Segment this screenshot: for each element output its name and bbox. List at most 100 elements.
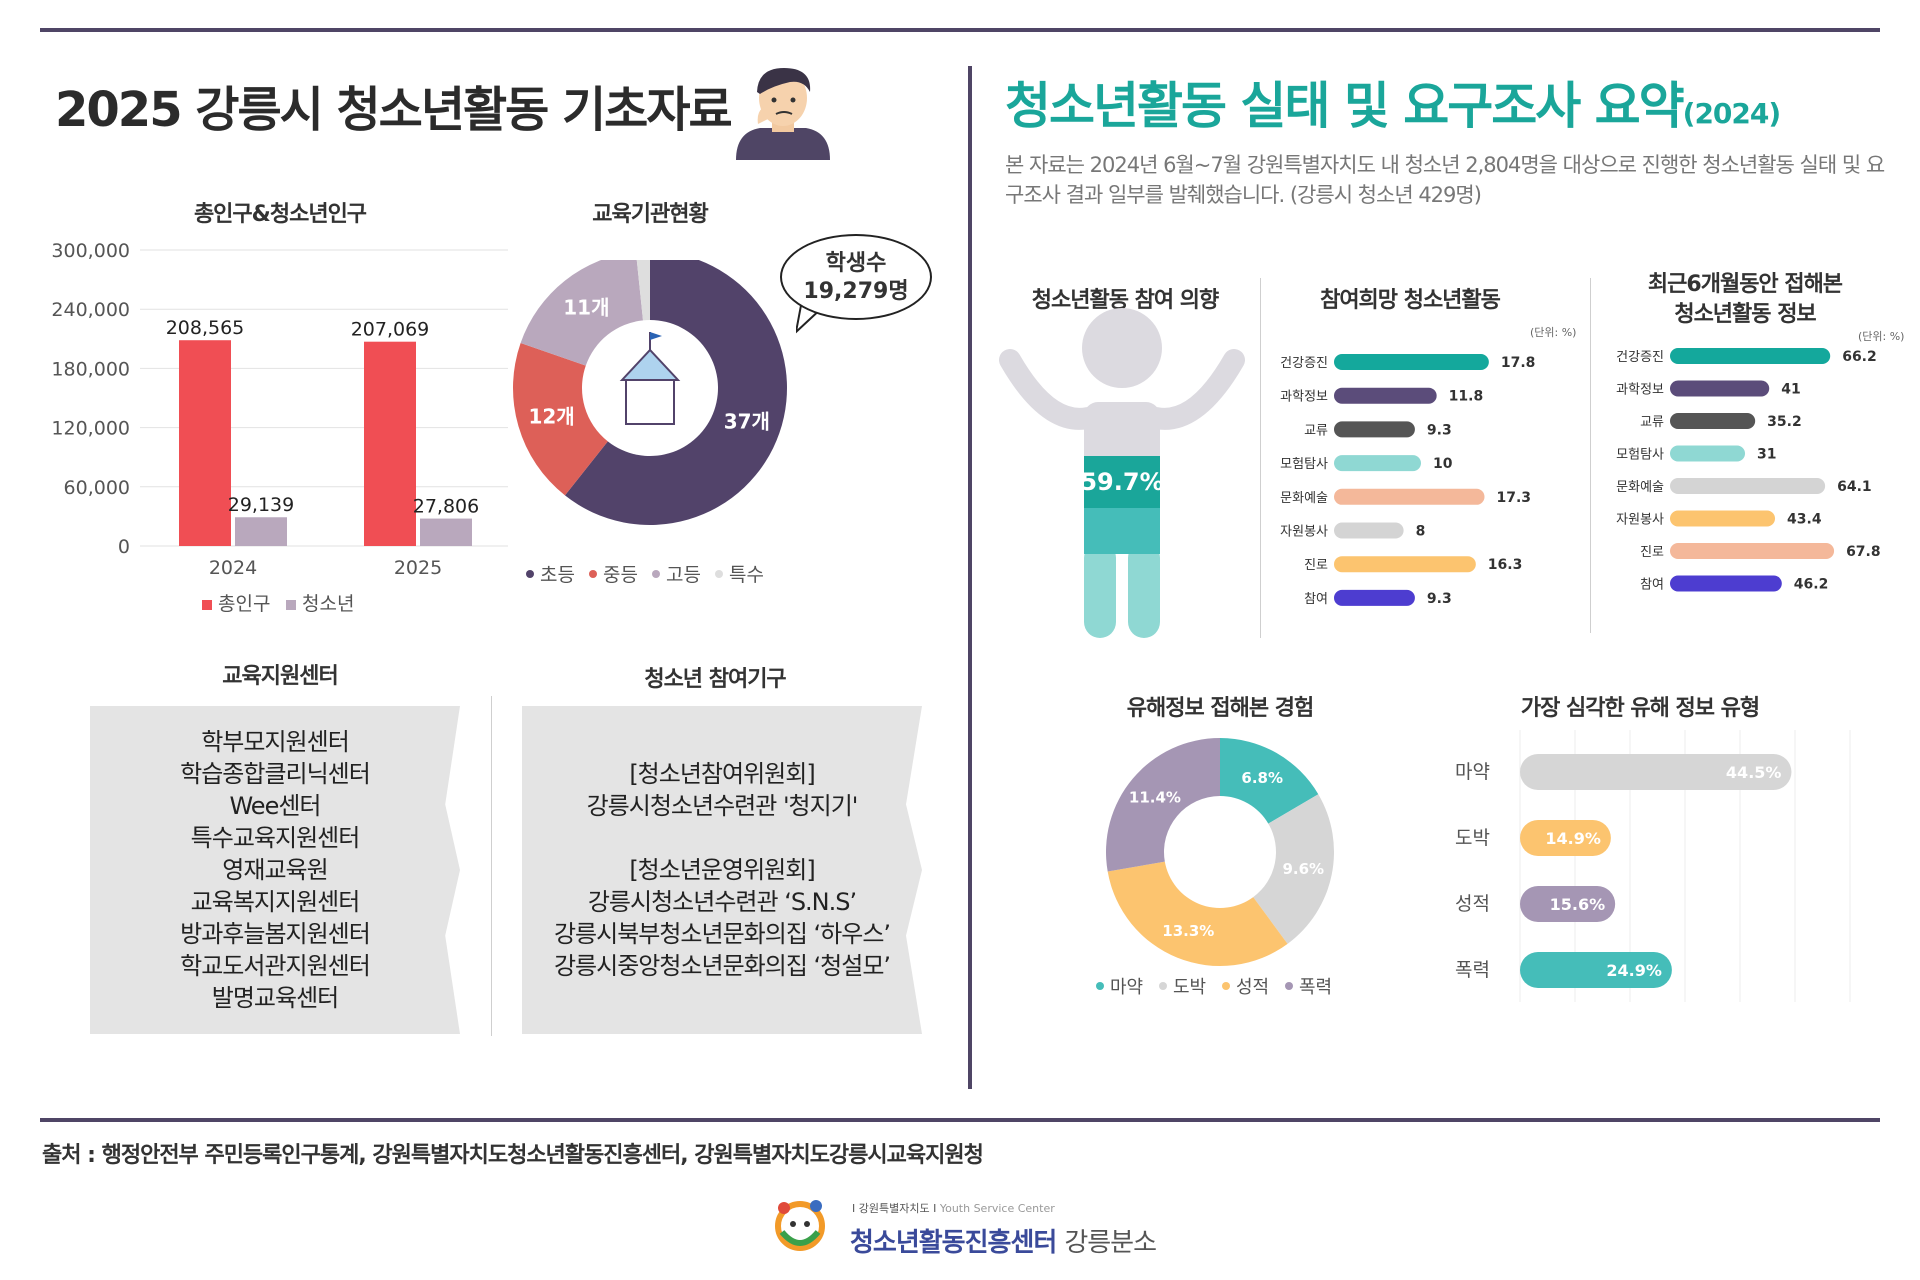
person-leg-right	[1128, 542, 1160, 638]
student-icon	[736, 68, 830, 160]
category-label: 자원봉사	[1616, 513, 1664, 528]
data-label: 35.2	[1767, 414, 1802, 430]
school-icon	[619, 332, 681, 425]
y-tick-label: 240,000	[51, 299, 130, 321]
data-label: 207,069	[351, 319, 430, 341]
harm-type-title: 가장 심각한 유해 정보 유형	[1520, 696, 1760, 721]
support-center-item: Wee센터	[229, 792, 321, 820]
x-tick-label: 2024	[209, 557, 257, 579]
legend-dot	[1159, 982, 1167, 990]
bar	[1520, 952, 1672, 988]
legend-label: 도박	[1173, 977, 1206, 998]
hope-unit: (단위: %)	[1530, 326, 1577, 339]
category-label: 문화예술	[1616, 480, 1664, 495]
legend-label: 고등	[666, 564, 701, 586]
school-wall	[625, 379, 675, 425]
legend-dot	[1096, 982, 1104, 990]
donut-slice	[636, 260, 650, 321]
donut-slice	[1220, 738, 1319, 824]
student-count-bubble: 학생수 19,279명	[780, 234, 932, 320]
slice-label: 6.8%	[1241, 769, 1283, 787]
y-tick-label: 0	[118, 536, 130, 558]
slice-label: 13.3%	[1162, 922, 1214, 940]
data-label: 10	[1433, 456, 1453, 472]
x-tick-label: 2025	[394, 557, 442, 579]
category-label: 마약	[1455, 761, 1490, 783]
recent-info-chart: 건강증진 66.2 과학정보 41 교류 35.2 모험탐사 31 문화예술 64.1 자원봉사 43…	[1616, 348, 1881, 593]
bar	[1670, 413, 1756, 429]
participation-line: 강릉시청소년수련관 '청지기'	[586, 792, 859, 820]
category-label: 교류	[1304, 423, 1328, 438]
person-waist	[1084, 542, 1160, 554]
support-center-item: 발명교육센터	[211, 984, 339, 1012]
category-label: 도박	[1455, 827, 1490, 849]
logo-main-text: 청소년활동진흥센터	[850, 1228, 1057, 1258]
person-figure-icon	[999, 308, 1245, 638]
bar	[1520, 820, 1611, 856]
legend-label: 마약	[1110, 977, 1143, 998]
bar	[179, 340, 231, 546]
support-center-item: 학습종합클리닉센터	[180, 760, 371, 788]
school-roof	[619, 348, 681, 381]
bar	[1334, 589, 1415, 606]
y-tick-label: 60,000	[64, 477, 130, 499]
participation-line: [청소년참여위원회]	[629, 760, 815, 788]
data-label: 64.1	[1837, 479, 1872, 495]
column-divider	[968, 66, 972, 1089]
bar	[235, 517, 287, 546]
legend-dot	[1222, 982, 1230, 990]
harm-type-chart: 마약 44.5% 도박 14.9% 성적 15.6% 폭력 24.9%	[1455, 730, 1851, 1002]
bubble-label: 학생수	[825, 251, 887, 276]
category-label: 참여	[1304, 592, 1328, 607]
youth-center-logo	[775, 1200, 825, 1251]
donut-slice	[520, 260, 644, 366]
bar	[1334, 421, 1415, 438]
category-label: 문화예술	[1280, 491, 1328, 506]
slice-label: 9.6%	[1282, 860, 1324, 878]
data-label: 31	[1757, 447, 1776, 463]
source-text: 출처 : 행정안전부 주민등록인구통계, 강원특별자치도청소년활동진흥센터, 강…	[42, 1143, 984, 1168]
participation-title: 청소년 참여기구	[644, 667, 786, 692]
support-center-item: 특수교육지원센터	[190, 824, 361, 852]
person-hips	[1084, 456, 1160, 508]
y-tick-label: 300,000	[51, 240, 130, 262]
legend-dot	[589, 570, 597, 578]
harm-experience-donut: 6.8% 9.6% 13.3% 11.4% 마약 도박 성적 폭력	[1096, 738, 1334, 998]
category-label: 참여	[1640, 578, 1664, 593]
logo-name: 청소년활동진흥센터 강릉분소	[850, 1222, 1157, 1259]
bar	[1670, 445, 1746, 462]
support-center-item: 교육복지지원센터	[190, 888, 361, 916]
harm-exp-title: 유해정보 접해본 경험	[1126, 696, 1314, 721]
school-flag	[650, 332, 662, 340]
bar	[1670, 575, 1782, 592]
bottom-rule	[40, 1118, 1880, 1122]
person-arm-left	[999, 349, 1099, 430]
participation-line: 강릉시청소년수련관 ‘S.N.S’	[587, 888, 857, 916]
data-label: 11.8	[1449, 389, 1484, 405]
bar	[364, 341, 416, 546]
recent-unit: (단위: %)	[1858, 330, 1905, 343]
bar	[420, 518, 472, 546]
participation-intent-figure: 59.7%	[999, 308, 1245, 638]
category-label: 건강증진	[1616, 350, 1664, 365]
bar	[1334, 488, 1485, 505]
participation-box: [청소년참여위원회] 강릉시청소년수련관 '청지기' [청소년운영위원회] 강릉시청소…	[522, 706, 922, 1034]
support-center-item: 학부모지원센터	[201, 728, 350, 756]
participation-line: [청소년운영위원회]	[629, 856, 815, 884]
donut-slice	[564, 260, 787, 525]
category-label: 진로	[1640, 545, 1664, 560]
survey-intro: 본 자료는 2024년 6월~7월 강원특별자치도 내 청소년 2,804명을 …	[1005, 153, 1885, 207]
bar	[1670, 478, 1826, 494]
bar	[1334, 455, 1421, 472]
survey-title: 청소년활동 실태 및 요구조사 요약(2024)	[1005, 66, 1782, 138]
legend-swatch	[286, 600, 296, 610]
survey-title-year: (2024)	[1682, 97, 1782, 130]
bar	[1670, 510, 1776, 527]
data-label: 44.5%	[1726, 763, 1782, 782]
person-arm-right	[1145, 349, 1245, 430]
survey-title-text: 청소년활동 실태 및 요구조사 요약	[1005, 77, 1685, 135]
bar	[1520, 886, 1616, 922]
support-center-item: 방과후늘봄지원센터	[180, 920, 371, 948]
legend-swatch	[202, 600, 212, 610]
